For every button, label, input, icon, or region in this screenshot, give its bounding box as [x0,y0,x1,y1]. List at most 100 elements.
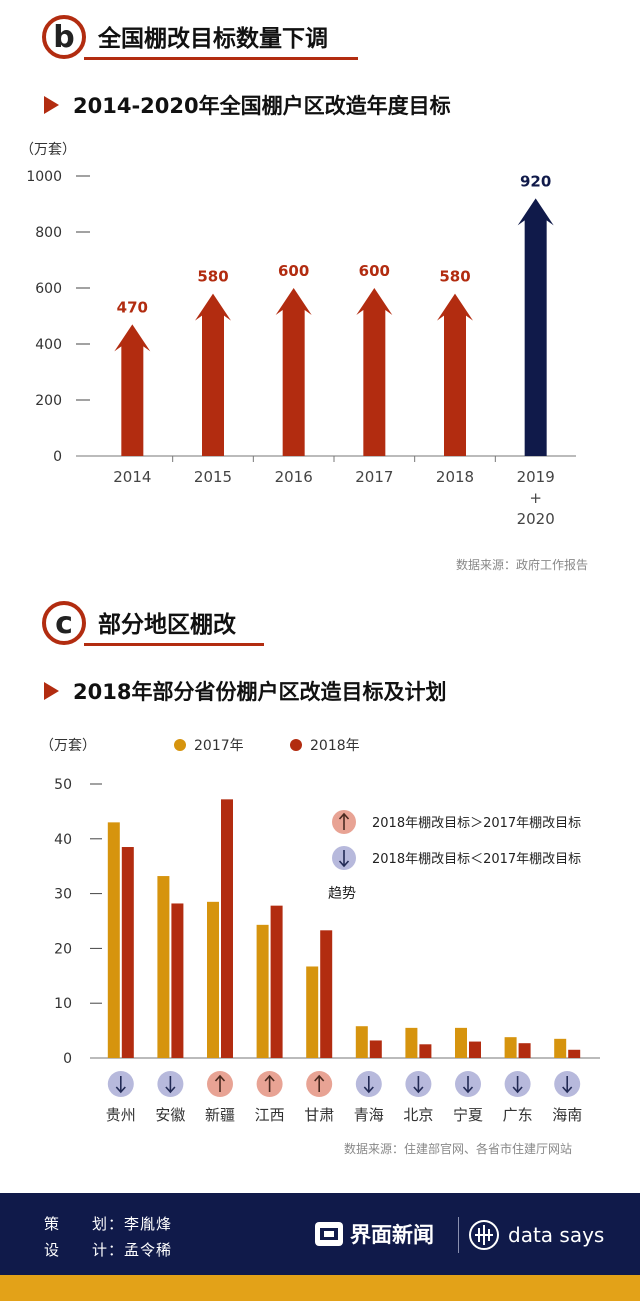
bar-2017 [355,1026,368,1058]
brand-en-text: data says [508,1223,605,1247]
bar-2018 [221,799,233,1058]
x-tick-label: 北京 [403,1106,433,1124]
designer-name: 孟令稀 [124,1241,173,1259]
y-tick-label: 200 [35,393,62,409]
bar-2018 [171,903,184,1058]
bar-2017 [405,1027,418,1058]
trend-up-legend-text: 2018年棚改目标＞2017年棚改目标 [372,816,581,831]
x-tick-label: 安徽 [155,1106,185,1124]
legend-2017: 2017年 [174,735,244,755]
bar-value-label: 920 [520,172,551,190]
arrow-down-head [413,1086,424,1094]
trend-down-legend-text: 2018年棚改目标＜2017年棚改目标 [372,852,581,867]
arrow-up-head [338,812,350,820]
arrow-bar [356,288,393,456]
bar-2017 [256,924,269,1058]
legend-2017-dot [174,739,186,751]
chart2-source: 数据来源：住建部官网、各省市住建厅网站 [344,1142,573,1156]
bar-2018 [568,1049,581,1058]
bar-2018 [320,930,333,1058]
bar-2017 [157,876,170,1058]
section-c-header: c 部分地区棚改 [42,598,236,648]
arrow-up-head [214,1074,226,1082]
bar-2018 [369,1040,382,1058]
bar-2018 [121,847,134,1058]
bar-2018 [469,1041,481,1058]
x-tick-label: 2016 [275,468,313,486]
bar-2017 [107,822,120,1058]
y-tick-label: 0 [53,449,62,465]
y-tick-label: 400 [35,337,62,353]
arrow-bar [114,324,151,456]
y-tick-label: 10 [54,996,72,1012]
arrow-down-head [512,1086,523,1094]
arrow-down-head [115,1086,126,1094]
section-b-badge: b [42,15,86,59]
footer-stripe [0,1275,640,1301]
section-b-header: b 全国棚改目标数量下调 [42,12,328,62]
bar-value-label: 600 [359,262,390,280]
trend-legend: 2018年棚改目标＞2017年棚改目标 2018年棚改目标＜2017年棚改目标 … [328,810,581,902]
bar-value-label: 470 [117,298,148,316]
arrow-down-head [562,1086,573,1094]
trend-label: 趋势 [328,886,356,902]
bar-2017 [455,1027,467,1058]
legend-2018-dot [290,739,302,751]
arrow-down-head [363,1086,374,1094]
designer-credit: 设 计：孟令稀 [44,1239,172,1260]
x-tick-label: 海南 [552,1106,582,1124]
y-tick-label: 1000 [26,169,62,185]
brand-cn-text: 界面新闻 [350,1223,434,1247]
legend-2017-label: 2017年 [194,738,244,754]
bar-value-label: 580 [439,268,470,286]
brand-jiemian: 界面新闻 [314,1219,434,1249]
bar-value-label: 580 [197,268,228,286]
bar-2017 [207,901,219,1058]
section-c-badge: c [42,601,86,645]
y-tick-label: 30 [54,887,72,903]
legend-2018-label: 2018年 [310,738,360,754]
bar-2017 [554,1038,567,1058]
arrow-down-head [165,1086,176,1094]
chart2-subtitle-text: 2018年部分省份棚户区改造目标及计划 [73,680,447,704]
chart2-svg: （万套） 0 10 20 30 40 50 贵州 安徽 新疆 江西 甘肃 青海 北京 宁夏 广东 海南 20… [40,738,600,1124]
chart1-source: 数据来源：政府工作报告 [456,558,589,572]
legend-2018: 2018年 [290,735,360,755]
x-tick-label: + [529,489,542,507]
y-tick-label: 20 [54,941,72,957]
brand-divider [458,1217,459,1253]
y-tick-label: 0 [63,1051,72,1067]
arrow-down-head [338,860,350,868]
arrow-up-head [314,1074,325,1082]
arrow-up-head [264,1074,275,1082]
bar-2018 [518,1043,531,1058]
arrow-bar [195,293,231,456]
x-tick-label: 2020 [517,510,555,528]
chart1-subtitle: 2014-2020年全国棚户区改造年度目标 [44,90,451,120]
bar-2017 [504,1037,517,1058]
jiemian-logo-icon [315,1222,343,1246]
chart1-svg: （万套） 0 200 400 600 800 1000 470 580 600 600 580 92… [20,142,576,528]
designer-label: 设 计： [44,1241,125,1259]
x-tick-label: 2019 [517,468,555,486]
x-tick-label: 2014 [113,468,151,486]
y-tick-label: 600 [35,281,62,297]
bar-value-label: 600 [278,262,309,280]
arrow-down-head [462,1086,474,1094]
x-tick-label: 贵州 [106,1106,136,1124]
x-tick-label: 广东 [503,1106,533,1124]
x-tick-label: 甘肃 [304,1106,334,1124]
y-tick-label: 50 [54,777,72,793]
x-tick-label: 2015 [194,468,232,486]
chart1-subtitle-text: 2014-2020年全国棚户区改造年度目标 [73,94,451,118]
arrow-bar [517,198,554,456]
chart2-subtitle: 2018年部分省份棚户区改造目标及计划 [44,676,446,706]
x-tick-label: 新疆 [205,1106,235,1124]
y-tick-label: 40 [54,832,72,848]
section-b-underline [84,57,358,60]
bar-2017 [306,966,319,1058]
y-tick-label: 800 [35,225,62,241]
chart2-unit-label: （万套） [40,738,96,754]
chart1-unit-label: （万套） [20,142,76,158]
datasays-logo-icon [469,1220,499,1250]
